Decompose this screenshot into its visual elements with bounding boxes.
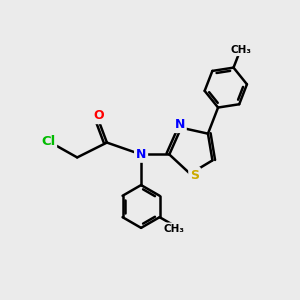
Text: N: N [175,118,185,131]
Text: CH₃: CH₃ [163,224,184,234]
Text: O: O [93,109,104,122]
Text: N: N [136,148,146,161]
Text: S: S [190,169,199,182]
Text: CH₃: CH₃ [230,44,251,55]
Text: Cl: Cl [41,135,55,148]
